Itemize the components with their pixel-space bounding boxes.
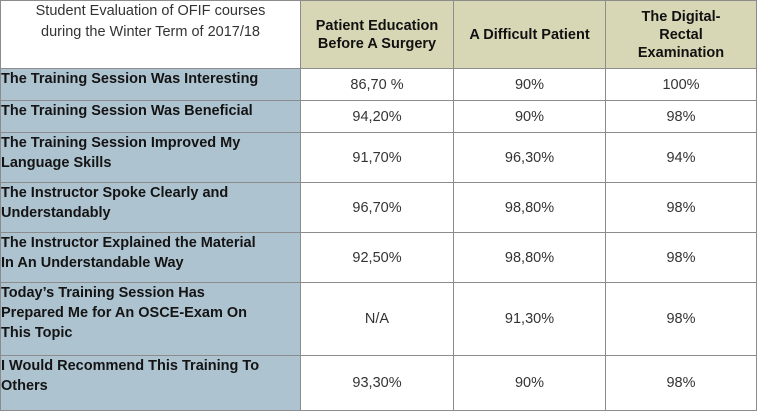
row-label-line: Understandably	[1, 205, 111, 221]
cell-value: N/A	[300, 282, 454, 356]
table-row: I Would Recommend This Training To Other…	[0, 355, 757, 411]
table-row: The Instructor Explained the Material In…	[0, 232, 757, 283]
row-label-line: This Topic	[1, 325, 73, 341]
cell-value: 98%	[605, 282, 757, 356]
table-caption: Student Evaluation of OFIF courses durin…	[0, 0, 301, 69]
column-header-line: The Digital-	[641, 8, 721, 25]
cell-value: 98,80%	[453, 232, 606, 283]
cell-value: 96,70%	[300, 182, 454, 233]
row-label: The Instructor Explained the Material In…	[0, 232, 301, 283]
table-row: The Training Session Improved My Languag…	[0, 132, 757, 183]
row-label-line: The Training Session Was Interesting	[1, 71, 259, 87]
row-label-line: Today’s Training Session Has	[1, 285, 205, 301]
table-row: The Training Session Was Beneficial 94,2…	[0, 100, 757, 133]
cell-value: 98%	[605, 182, 757, 233]
cell-value: 98,80%	[453, 182, 606, 233]
row-label-line: The Training Session Improved My	[1, 135, 241, 151]
row-label-line: I Would Recommend This Training To	[1, 358, 260, 374]
cell-value: 90%	[453, 355, 606, 411]
column-header-difficult-patient: A Difficult Patient	[453, 0, 606, 69]
table-row: The Instructor Spoke Clearly and Underst…	[0, 182, 757, 233]
row-label-line: The Instructor Spoke Clearly and	[1, 185, 229, 201]
column-header-digital-rectal-examination: The Digital- Rectal Examination	[605, 0, 757, 69]
row-label: The Training Session Was Interesting	[0, 68, 301, 101]
row-label: The Training Session Was Beneficial	[0, 100, 301, 133]
cell-value: 91,30%	[453, 282, 606, 356]
column-header-line: Examination	[637, 44, 725, 61]
cell-value: 96,30%	[453, 132, 606, 183]
table-row: Today’s Training Session Has Prepared Me…	[0, 282, 757, 356]
cell-value: 93,30%	[300, 355, 454, 411]
cell-value: 90%	[453, 100, 606, 133]
cell-value: 90%	[453, 68, 606, 101]
cell-value: 91,70%	[300, 132, 454, 183]
cell-value: 86,70 %	[300, 68, 454, 101]
row-label: I Would Recommend This Training To Other…	[0, 355, 301, 411]
cell-value: 94,20%	[300, 100, 454, 133]
cell-value: 94%	[605, 132, 757, 183]
header-row: Student Evaluation of OFIF courses durin…	[0, 0, 757, 69]
row-label: The Instructor Spoke Clearly and Underst…	[0, 182, 301, 233]
row-label-line: Prepared Me for An OSCE-Exam On	[1, 305, 248, 321]
row-label: The Training Session Improved My Languag…	[0, 132, 301, 183]
column-header-line: Rectal	[659, 26, 703, 43]
column-header-line: Patient Education	[315, 17, 439, 34]
row-label-line: Others	[1, 378, 48, 394]
cell-value: 98%	[605, 100, 757, 133]
row-label-line: In An Understandable Way	[1, 255, 184, 271]
column-header-line: Before A Surgery	[317, 35, 437, 52]
column-header-line: A Difficult Patient	[469, 26, 590, 43]
row-label-line: The Instructor Explained the Material	[1, 235, 256, 251]
caption-line: during the Winter Term of 2017/18	[41, 24, 260, 40]
cell-value: 98%	[605, 355, 757, 411]
caption-line: Student Evaluation of OFIF courses	[35, 3, 266, 19]
column-header-patient-education: Patient Education Before A Surgery	[300, 0, 454, 69]
table-row: The Training Session Was Interesting 86,…	[0, 68, 757, 101]
row-label: Today’s Training Session Has Prepared Me…	[0, 282, 301, 356]
cell-value: 98%	[605, 232, 757, 283]
cell-value: 100%	[605, 68, 757, 101]
cell-value: 92,50%	[300, 232, 454, 283]
row-label-line: The Training Session Was Beneficial	[1, 103, 253, 119]
row-label-line: Language Skills	[1, 155, 112, 171]
